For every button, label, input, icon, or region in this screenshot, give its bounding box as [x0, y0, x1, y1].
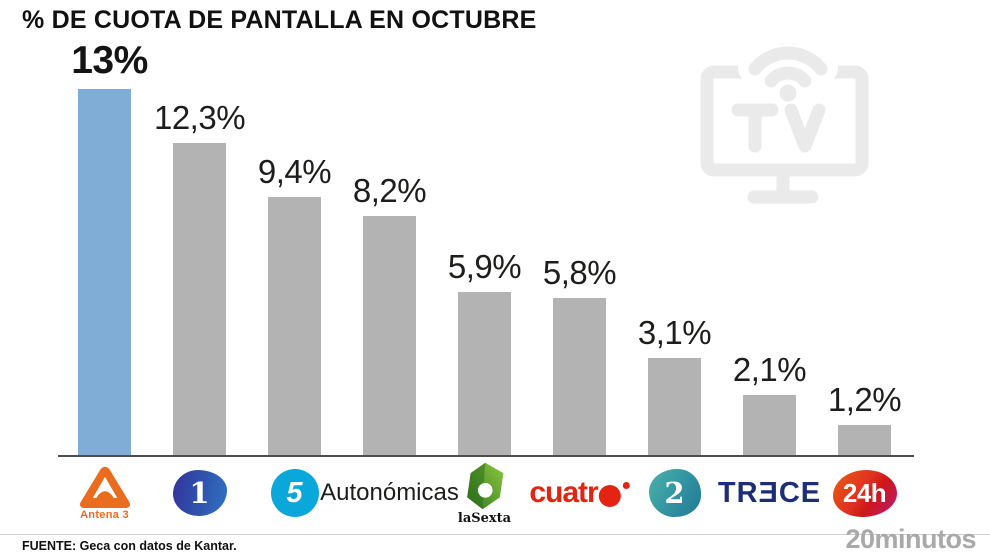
bar-autonomicas: [363, 216, 416, 455]
tv-wifi-watermark-icon: [700, 36, 869, 204]
bar-24h: [838, 425, 891, 455]
la2-icon: 2: [648, 469, 701, 517]
channel-trece: TRƎCE: [718, 458, 821, 528]
bar-la1: [173, 143, 226, 455]
value-label-cuatro: 5,8%: [542, 254, 617, 291]
autonomicas-label: Autonómicas: [320, 479, 459, 506]
channel-la1: 1: [172, 458, 227, 528]
channel-lasexta: laSexta: [458, 458, 511, 528]
cuatro-icon: cuatr: [529, 476, 630, 509]
bar-cuatro: [553, 298, 606, 455]
la1-icon: 1: [172, 470, 227, 516]
channel-cuatro: cuatr: [529, 458, 630, 528]
lasexta-label: laSexta: [457, 511, 512, 526]
channel-autonomicas: Autonómicas: [320, 458, 459, 528]
channel-la2: 2: [648, 458, 701, 528]
source-note: FUENTE: Geca con datos de Kantar.: [22, 539, 237, 553]
value-label-autonomicas: 8,2%: [352, 172, 427, 209]
channel-24h: 24h: [832, 458, 897, 528]
bar-lasexta: [458, 292, 511, 455]
bar-telecinco: [268, 197, 321, 455]
value-label-24h: 1,2%: [827, 381, 902, 418]
value-label-la2: 3,1%: [637, 314, 712, 351]
value-label-la1: 12,3%: [153, 99, 246, 136]
channel-antena3: Antena 3: [77, 458, 133, 528]
24h-icon: 24h: [832, 469, 897, 517]
bar-antena3: [78, 89, 131, 455]
value-label-lasexta: 5,9%: [447, 248, 522, 285]
telecinco-icon: 5: [270, 469, 319, 517]
chart-title: % DE CUOTA DE PANTALLA EN OCTUBRE: [22, 6, 537, 34]
footer-divider: [0, 534, 990, 535]
value-label-telecinco: 9,4%: [257, 153, 332, 190]
lasexta-icon: [467, 462, 504, 510]
antena3-icon: [79, 466, 130, 508]
value-label-trece: 2,1%: [732, 351, 807, 388]
bar-trece: [743, 395, 796, 455]
x-axis-line: [58, 455, 914, 457]
cuatro-label: cuatr: [529, 476, 598, 509]
brand-logo-20minutos: 20minutos: [845, 524, 976, 554]
value-label-antena3: 13%: [71, 39, 148, 82]
trece-label: TRƎCE: [717, 476, 822, 509]
channel-telecinco: 5: [270, 458, 319, 528]
bar-la2: [648, 358, 701, 455]
antena3-label: Antena 3: [80, 508, 129, 521]
